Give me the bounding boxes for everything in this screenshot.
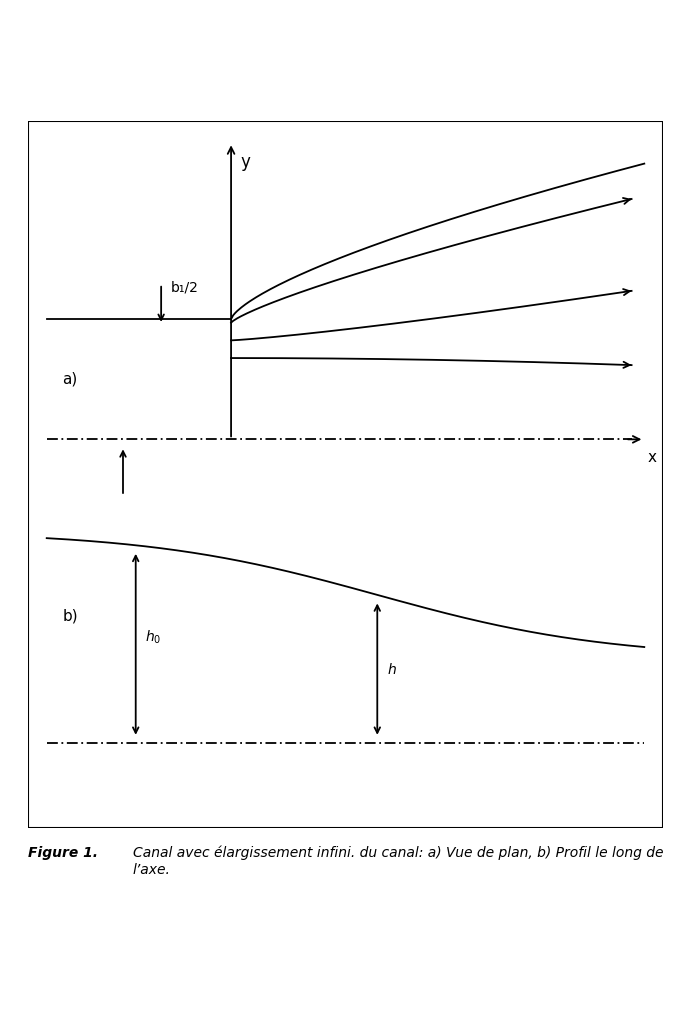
Text: $h_0$: $h_0$	[145, 628, 162, 646]
Text: y: y	[240, 154, 250, 171]
Text: b): b)	[63, 609, 78, 623]
Text: a): a)	[63, 372, 78, 387]
Text: Canal avec élargissement infini. du canal: a) Vue de plan, b) Profil le long de : Canal avec élargissement infini. du cana…	[133, 846, 663, 877]
Text: $h$: $h$	[387, 662, 397, 677]
Text: b₁/2: b₁/2	[171, 281, 198, 294]
Text: Figure 1.: Figure 1.	[28, 846, 107, 860]
Text: x: x	[647, 450, 656, 465]
